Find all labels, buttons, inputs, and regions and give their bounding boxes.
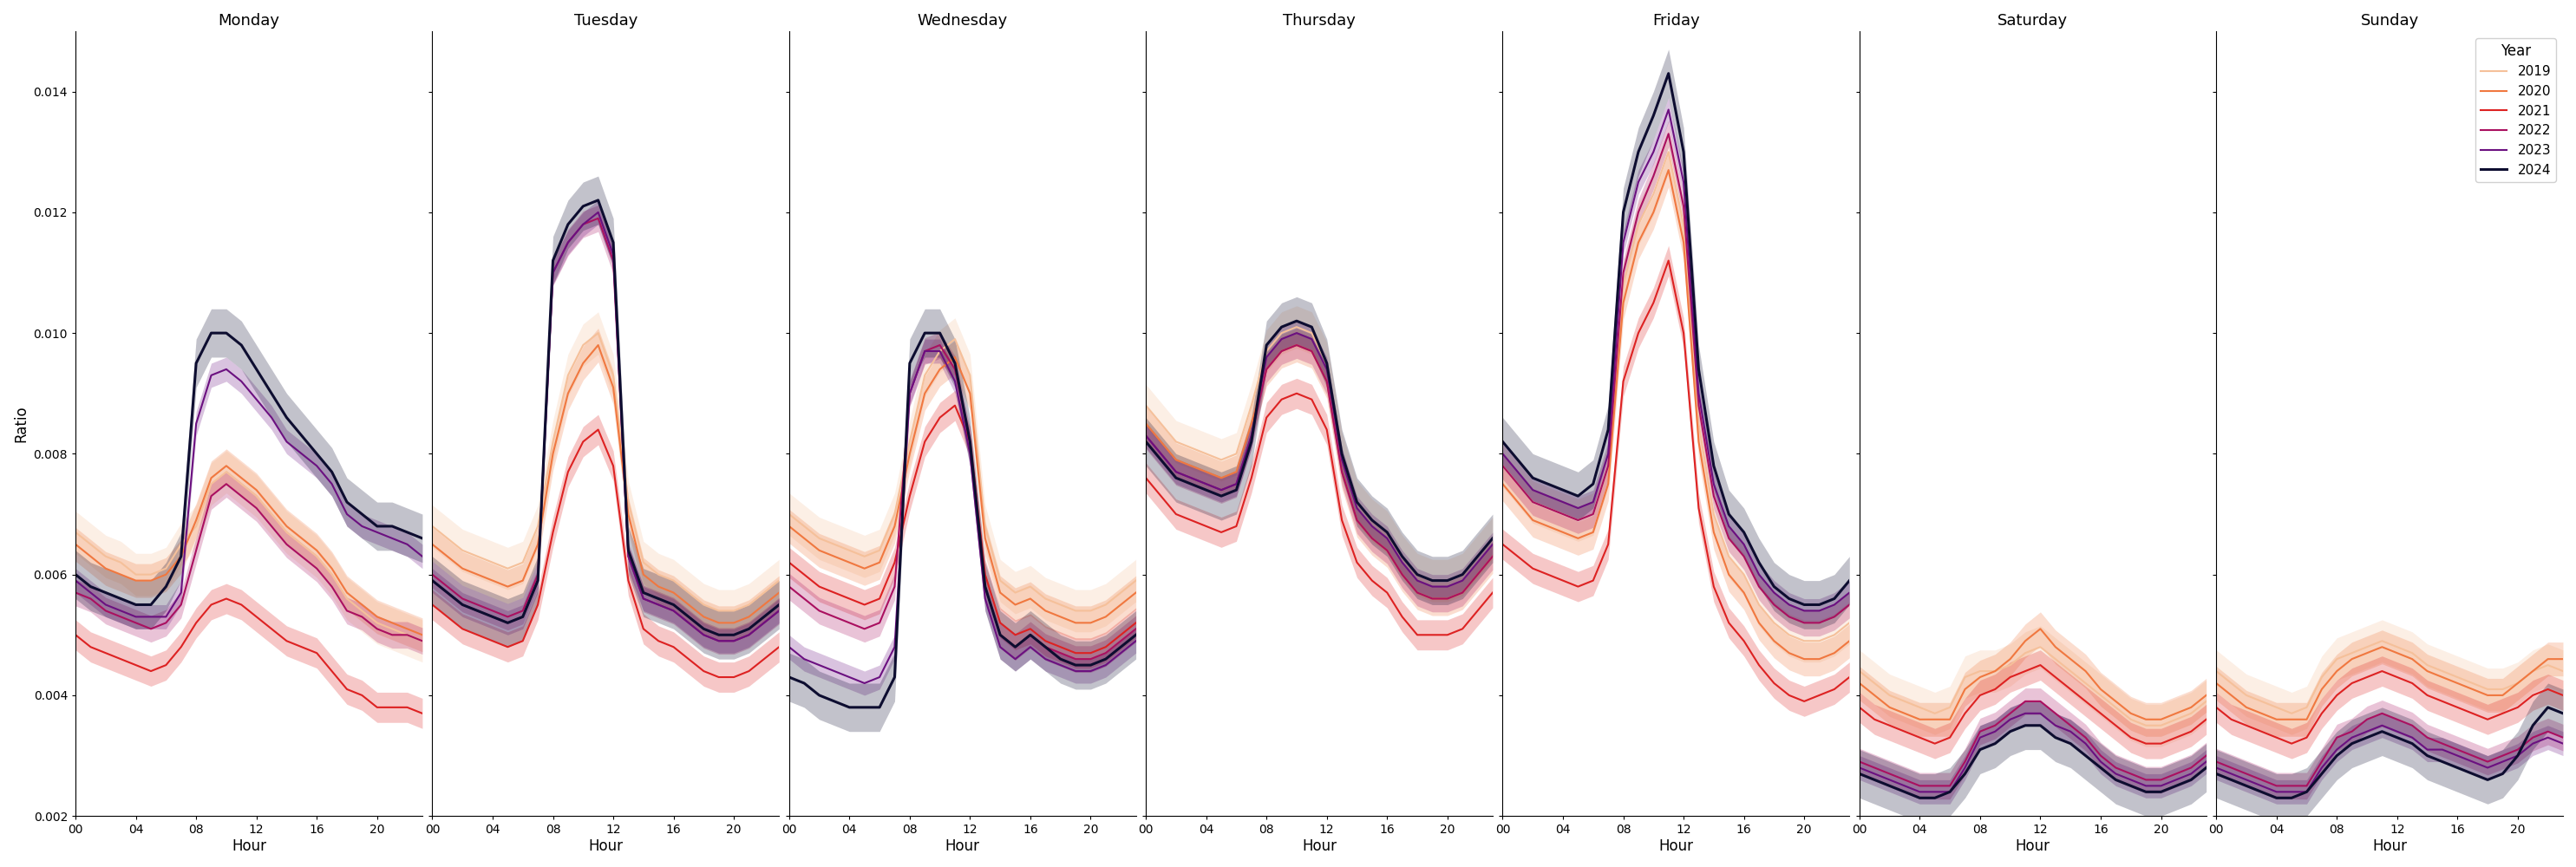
- X-axis label: Hour: Hour: [2372, 838, 2406, 854]
- X-axis label: Hour: Hour: [1659, 838, 1692, 854]
- Title: Saturday: Saturday: [1996, 13, 2069, 29]
- X-axis label: Hour: Hour: [2014, 838, 2050, 854]
- Title: Monday: Monday: [219, 13, 281, 29]
- Legend: 2019, 2020, 2021, 2022, 2023, 2024: 2019, 2020, 2021, 2022, 2023, 2024: [2476, 38, 2555, 182]
- X-axis label: Hour: Hour: [232, 838, 265, 854]
- Y-axis label: Ratio: Ratio: [13, 405, 28, 442]
- X-axis label: Hour: Hour: [945, 838, 979, 854]
- Title: Friday: Friday: [1651, 13, 1700, 29]
- Title: Wednesday: Wednesday: [917, 13, 1007, 29]
- Title: Tuesday: Tuesday: [574, 13, 636, 29]
- X-axis label: Hour: Hour: [587, 838, 623, 854]
- X-axis label: Hour: Hour: [1301, 838, 1337, 854]
- Title: Sunday: Sunday: [2360, 13, 2419, 29]
- Title: Thursday: Thursday: [1283, 13, 1355, 29]
